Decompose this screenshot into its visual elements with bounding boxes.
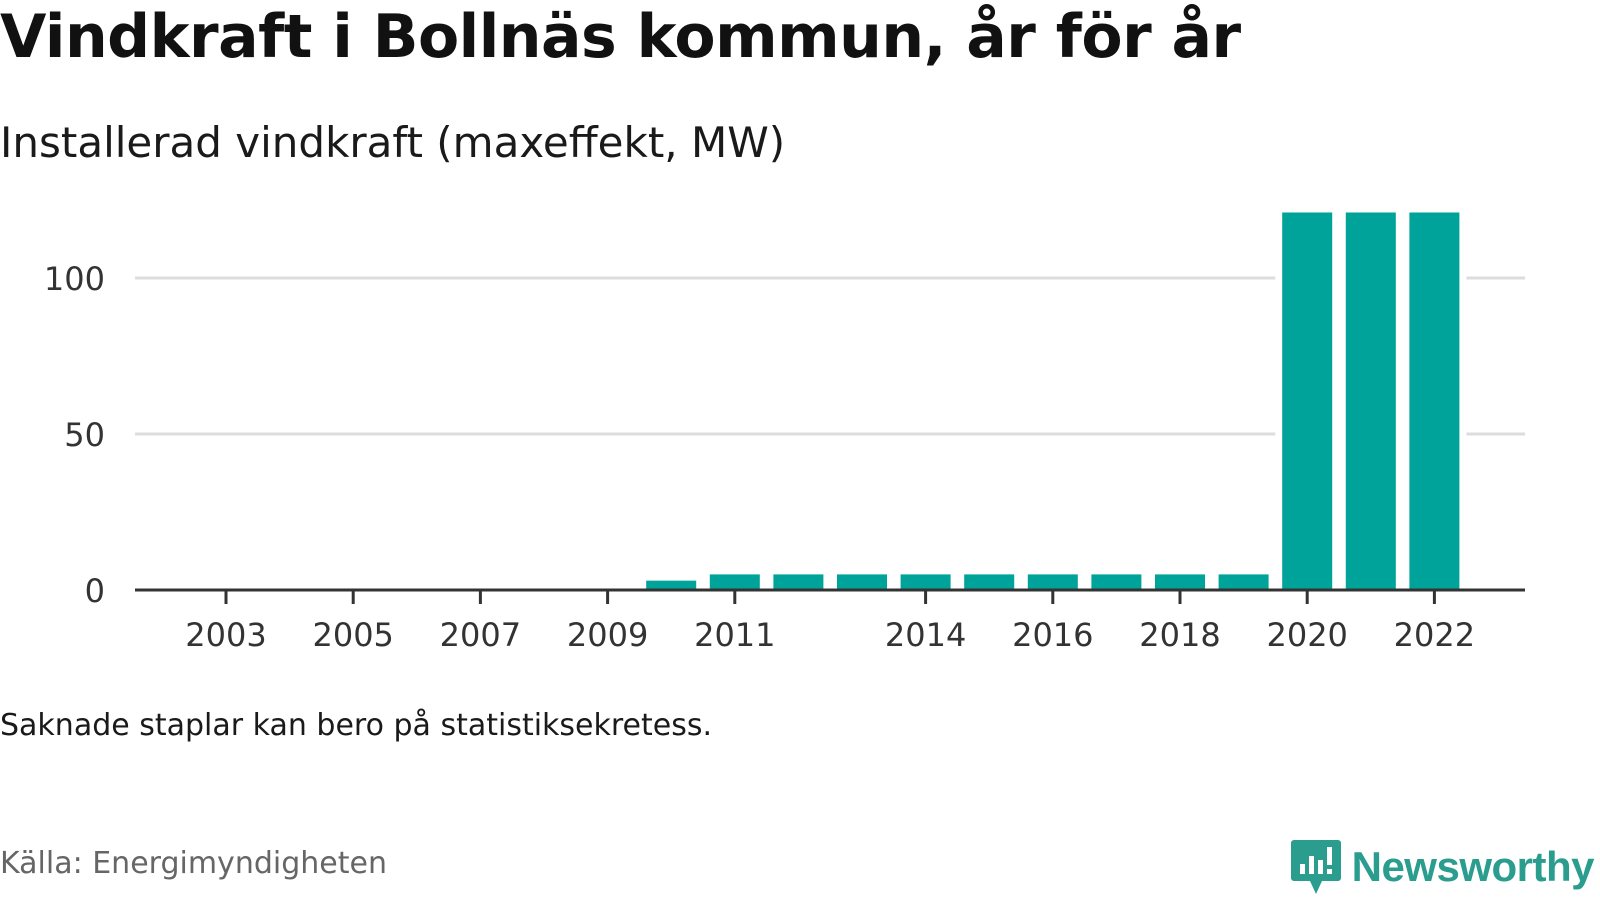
bar-2014: [900, 574, 951, 590]
bar-2018: [1155, 574, 1205, 590]
bar-2021: [1345, 212, 1396, 591]
x-tick-label-2018: 2018: [1139, 616, 1220, 654]
chart-subtitle: Installerad vindkraft (maxeffekt, MW): [0, 118, 786, 167]
x-tick-label-2022: 2022: [1394, 616, 1475, 654]
bar-2011: [709, 574, 760, 590]
x-tick-label-2011: 2011: [694, 616, 775, 654]
bar-2016: [1027, 574, 1078, 590]
bar-2019: [1218, 574, 1269, 590]
source-text: Källa: Energimyndigheten: [0, 846, 387, 881]
newsworthy-logo-icon: [1290, 840, 1341, 894]
x-tick-label-2020: 2020: [1266, 616, 1347, 654]
bar-2012: [773, 574, 824, 590]
brand-name: Newsworthy: [1351, 843, 1595, 890]
bar-2022: [1409, 212, 1460, 591]
x-tick-label-2005: 2005: [312, 616, 393, 654]
x-tick-label-2014: 2014: [885, 616, 966, 654]
x-tick-label-2016: 2016: [1012, 616, 1093, 654]
bar-2015: [964, 574, 1015, 590]
x-tick-label-2003: 2003: [185, 616, 266, 654]
y-tick-label-100: 100: [44, 260, 105, 298]
y-tick-label-0: 0: [85, 572, 105, 610]
x-tick-label-2007: 2007: [440, 616, 521, 654]
brand-logo: Newsworthy: [1290, 838, 1595, 896]
y-tick-label-50: 50: [64, 416, 105, 454]
bar-2017: [1091, 574, 1142, 590]
bar-2020: [1282, 212, 1333, 591]
chart-title: Vindkraft i Bollnäs kommun, år för år: [0, 2, 1241, 72]
bar-2010: [646, 580, 697, 590]
bar-2013: [837, 574, 887, 590]
footnote: Saknade staplar kan bero på statistiksek…: [0, 708, 713, 743]
x-tick-label-2009: 2009: [567, 616, 648, 654]
